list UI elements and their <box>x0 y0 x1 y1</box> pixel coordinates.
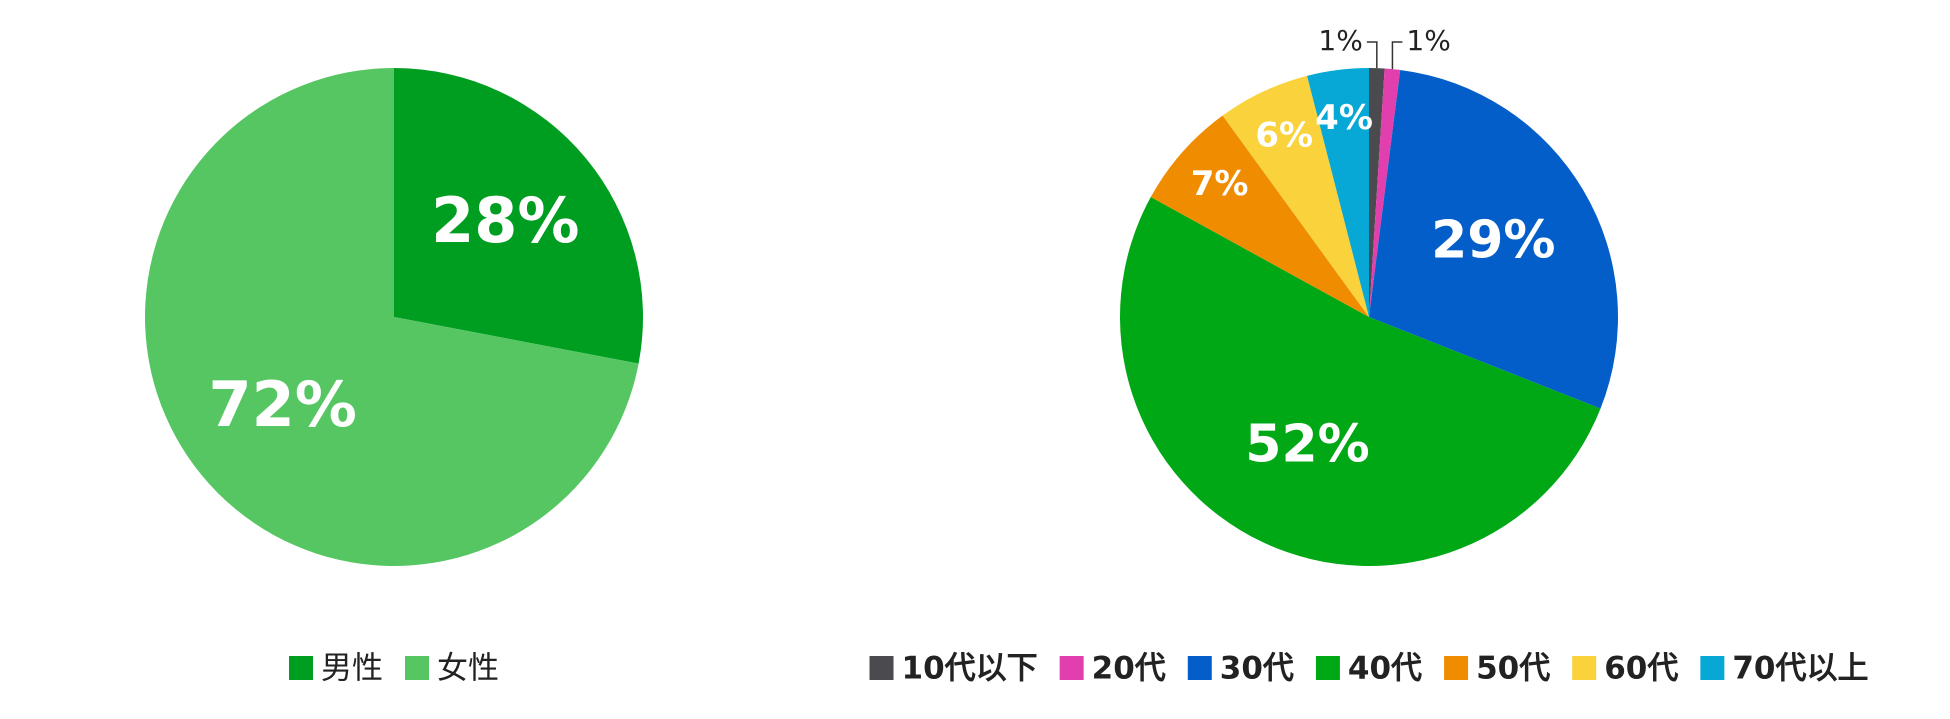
legend-label: 男性 <box>321 651 383 687</box>
legend-swatch <box>1187 656 1212 680</box>
legend-label: 40代 <box>1348 651 1422 687</box>
legend-swatch <box>1315 656 1340 680</box>
leader-line <box>1366 41 1378 69</box>
pie-slice <box>1369 68 1401 317</box>
legend-swatch <box>1059 656 1084 680</box>
legend-label: 女性 <box>437 651 499 687</box>
legend-label: 70代以上 <box>1732 651 1868 687</box>
legend-swatch <box>869 656 894 680</box>
value-label: 72% <box>209 368 357 441</box>
legend-label: 20代 <box>1092 651 1166 687</box>
pie-slice <box>394 68 644 364</box>
value-label: 7% <box>1191 164 1249 204</box>
value-label: 28% <box>431 184 579 257</box>
legend-swatch <box>405 656 429 680</box>
legend-label: 10代以下 <box>902 651 1038 687</box>
legend-swatch <box>289 656 313 680</box>
value-label: 1% <box>1318 24 1362 57</box>
value-label: 1% <box>1406 24 1450 57</box>
pie-slice <box>1150 115 1369 317</box>
value-label: 52% <box>1245 415 1369 475</box>
pie-slice <box>1222 75 1369 318</box>
legend-label: 30代 <box>1220 651 1294 687</box>
legend-swatch <box>1572 656 1597 680</box>
legend-swatch <box>1700 656 1725 680</box>
leader-line <box>1391 41 1403 70</box>
pie-slice <box>1369 68 1385 317</box>
pie-slice <box>1369 69 1619 409</box>
legend-label: 50代 <box>1476 651 1550 687</box>
pie-slice <box>1307 68 1369 317</box>
legend-label: 60代 <box>1604 651 1678 687</box>
legend-swatch <box>1444 656 1469 680</box>
pie-slice <box>145 68 639 566</box>
value-label: 4% <box>1315 98 1373 138</box>
value-label: 6% <box>1255 115 1313 155</box>
value-label: 29% <box>1431 210 1555 270</box>
pie-slice <box>1119 197 1601 567</box>
